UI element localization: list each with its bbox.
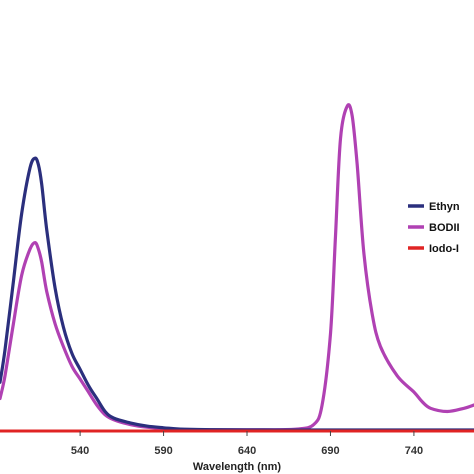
- x-tick-label: 690: [321, 445, 339, 457]
- x-tick-label: 590: [154, 445, 172, 457]
- plot-area: [0, 103, 474, 433]
- series-line-bodii: [0, 103, 474, 432]
- x-tick-label: 540: [71, 445, 89, 457]
- legend-label: Ethyn: [429, 201, 460, 213]
- series-line-ethyn: [0, 156, 474, 432]
- x-axis: 540 590 640 690 740: [71, 431, 423, 457]
- x-axis-title: Wavelength (nm): [193, 461, 282, 473]
- legend-label: BODII: [429, 222, 460, 234]
- legend-label: Iodo-I: [429, 243, 459, 255]
- x-tick-label: 640: [238, 445, 256, 457]
- legend: Ethyn BODII Iodo-I: [408, 201, 460, 255]
- x-tick-label: 740: [405, 445, 423, 457]
